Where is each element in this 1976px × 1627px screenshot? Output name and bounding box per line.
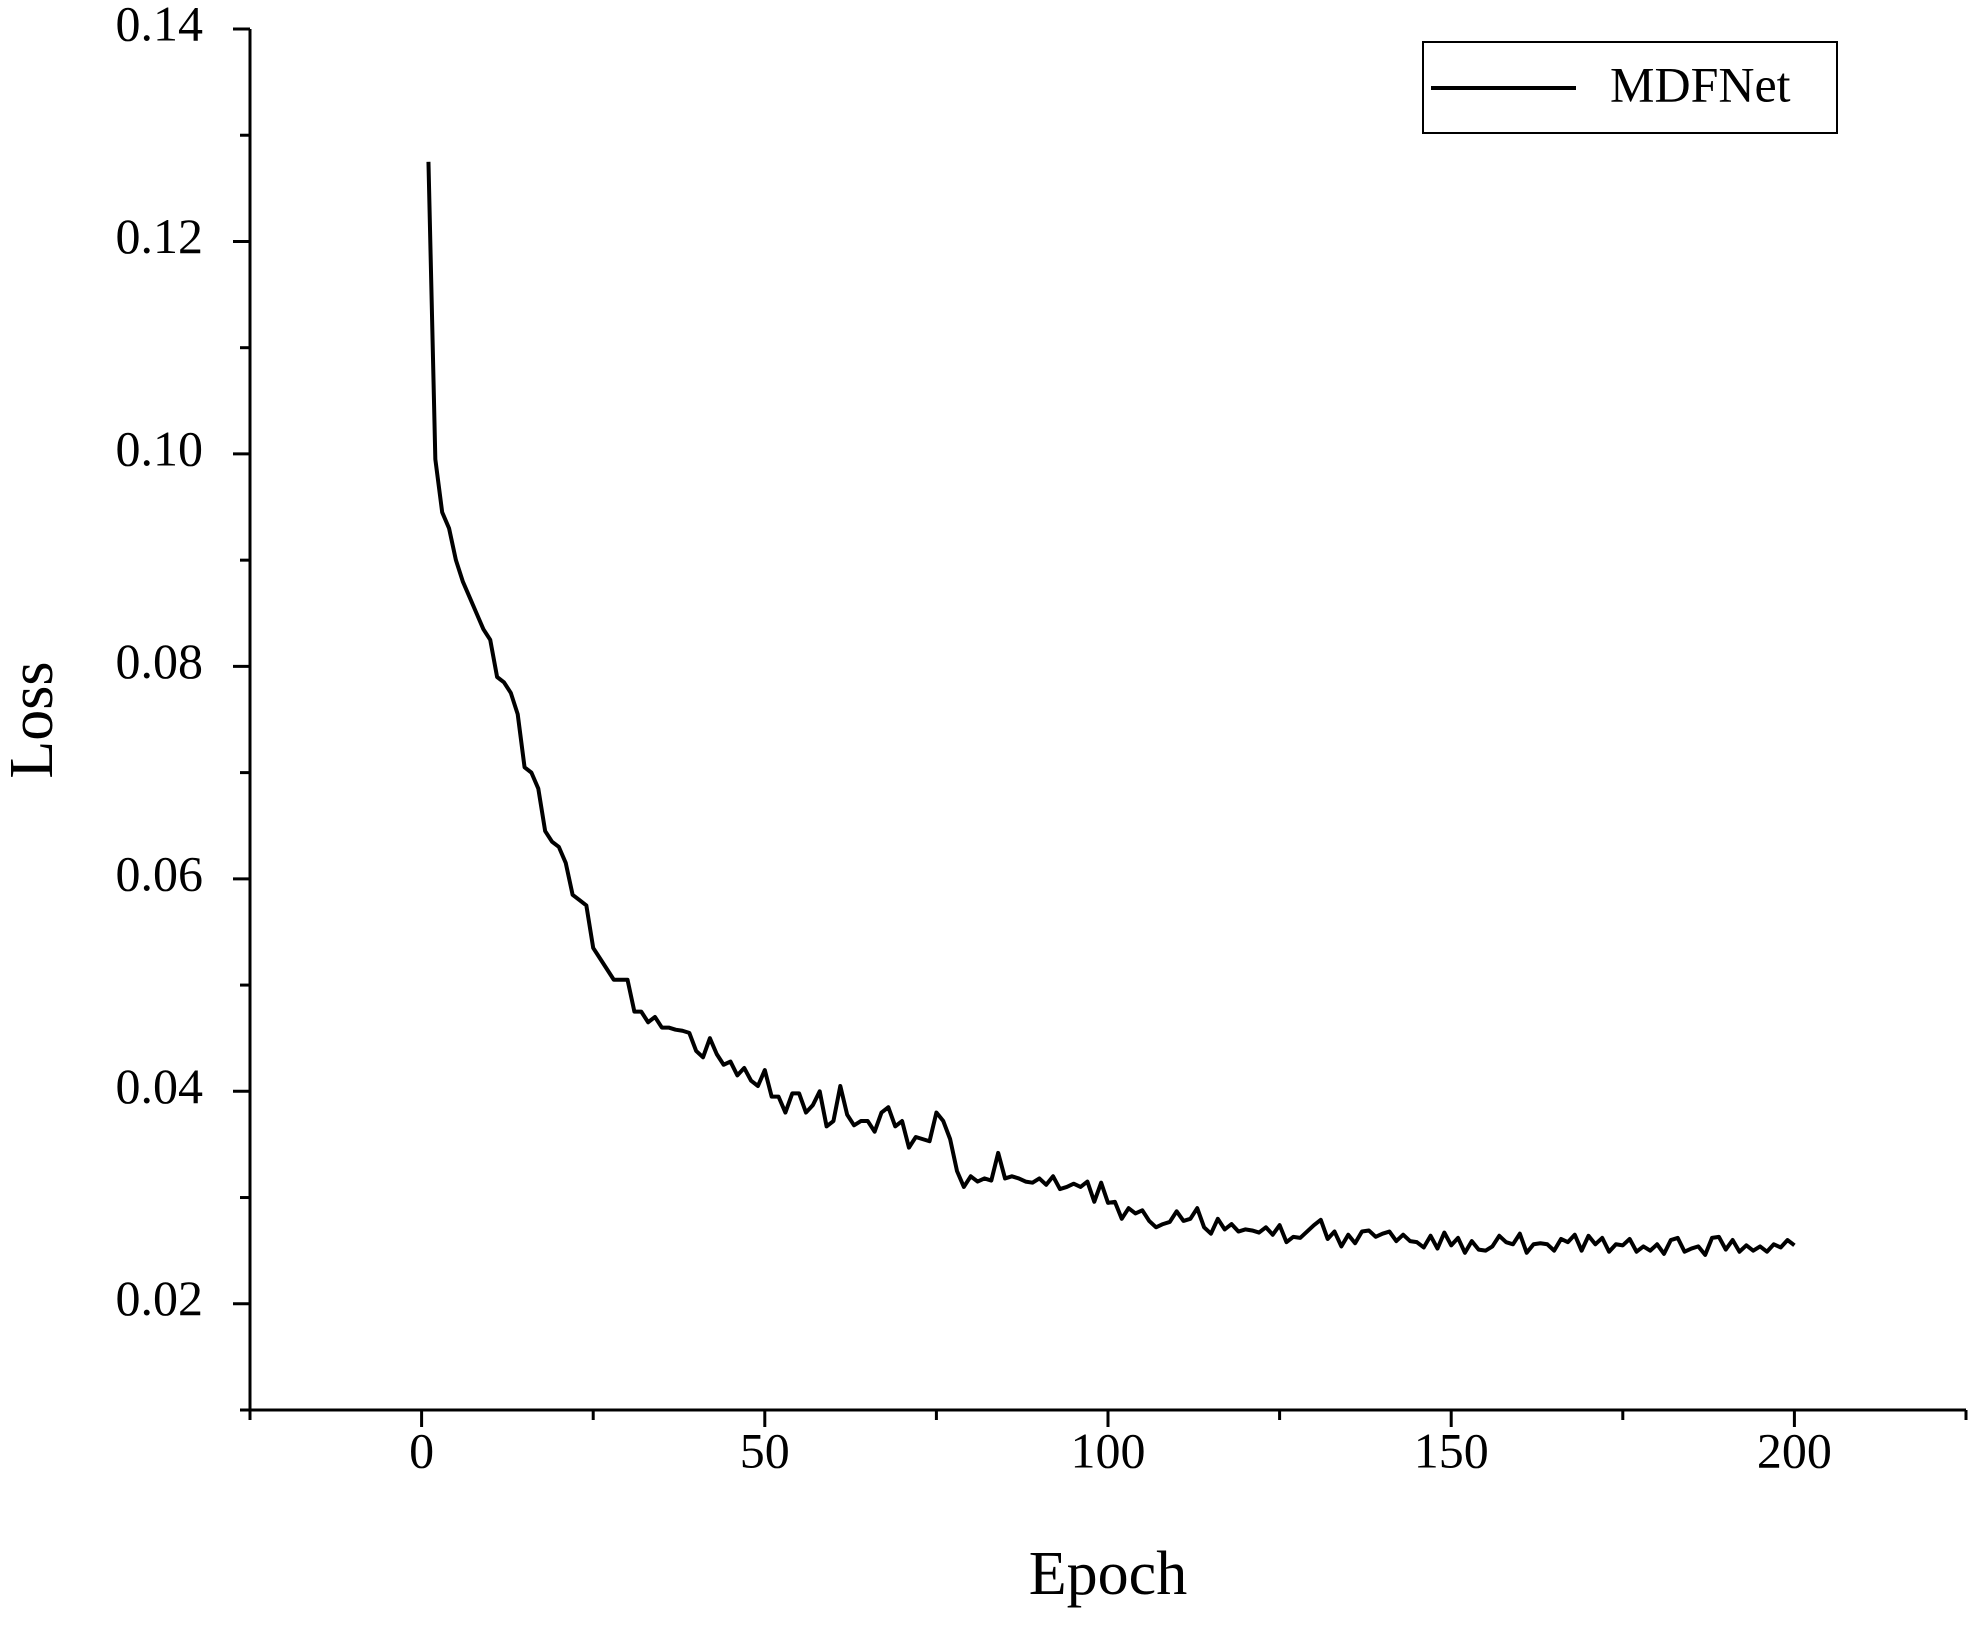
x-tick-label: 50 xyxy=(740,1422,790,1478)
y-tick-label: 0.12 xyxy=(116,208,204,264)
x-tick-label: 0 xyxy=(409,1422,434,1478)
y-tick-label: 0.02 xyxy=(116,1270,204,1326)
legend-label: MDFNet xyxy=(1610,56,1791,112)
y-axis-title: Loss xyxy=(0,661,66,778)
y-tick-label: 0.08 xyxy=(116,633,204,689)
y-tick-label: 0.14 xyxy=(116,0,204,51)
y-tick-label: 0.04 xyxy=(116,1058,204,1114)
line-series xyxy=(426,161,1796,1257)
x-tick-label: 100 xyxy=(1071,1422,1146,1478)
x-tick-label: 150 xyxy=(1414,1422,1489,1478)
x-axis-title: Epoch xyxy=(1029,1540,1187,1608)
x-tick-label: 200 xyxy=(1757,1422,1832,1478)
y-tick-label: 0.06 xyxy=(116,845,204,901)
y-tick-label: 0.10 xyxy=(116,420,204,476)
